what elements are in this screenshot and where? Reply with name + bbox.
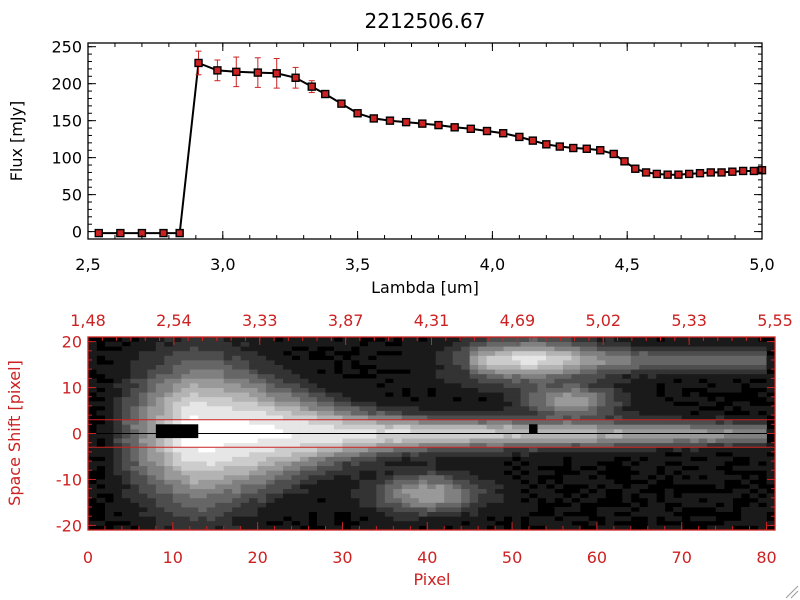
data-point bbox=[159, 228, 168, 238]
data-point bbox=[542, 140, 551, 149]
data-point bbox=[555, 142, 564, 151]
x-tick-label: 60 bbox=[587, 548, 607, 567]
x-tick-label: 4,5 bbox=[614, 255, 639, 274]
x-tick-label: 3,0 bbox=[210, 255, 235, 274]
top-axis-label: 3,87 bbox=[328, 311, 364, 330]
data-point bbox=[631, 164, 640, 173]
data-point bbox=[674, 170, 683, 179]
x-tick-label: 20 bbox=[247, 548, 267, 567]
data-point bbox=[641, 168, 651, 177]
data-point bbox=[596, 146, 605, 155]
y-axis-label: Space Shift [pixel] bbox=[5, 360, 24, 506]
data-point bbox=[685, 169, 694, 179]
y-tick-label: 20 bbox=[62, 333, 82, 352]
resize-grip-icon[interactable] bbox=[785, 585, 799, 599]
x-tick-label: 30 bbox=[332, 548, 352, 567]
data-point bbox=[337, 99, 346, 108]
data-point bbox=[569, 143, 578, 153]
y-tick-label: 0 bbox=[72, 425, 82, 444]
data-point bbox=[498, 129, 508, 138]
y-tick-label: 150 bbox=[51, 112, 82, 131]
top-axis-label: 1,48 bbox=[70, 311, 106, 330]
data-point bbox=[272, 69, 281, 78]
x-tick-label: 50 bbox=[502, 548, 522, 567]
data-point bbox=[253, 68, 263, 77]
x-tick-label: 10 bbox=[163, 548, 183, 567]
x-tick-label: 80 bbox=[756, 548, 776, 567]
data-point bbox=[353, 109, 362, 118]
y-tick-label: 200 bbox=[51, 75, 82, 94]
data-point bbox=[482, 126, 492, 136]
data-point bbox=[369, 114, 378, 123]
x-tick-label: 2,5 bbox=[75, 255, 100, 274]
data-point bbox=[434, 120, 443, 130]
data-point bbox=[652, 169, 662, 179]
chart-title: 2212506.67 bbox=[365, 9, 486, 33]
top-axis-label: 2,54 bbox=[156, 311, 192, 330]
data-point bbox=[194, 58, 203, 68]
y-tick-label: 50 bbox=[62, 186, 82, 205]
y-tick-label: 100 bbox=[51, 149, 82, 168]
top-axis-label: 5,33 bbox=[671, 311, 707, 330]
data-point bbox=[94, 228, 103, 238]
data-point bbox=[291, 73, 300, 82]
data-point bbox=[738, 166, 748, 176]
spectrum-plot-area bbox=[94, 50, 767, 238]
data-point bbox=[232, 67, 241, 77]
data-point bbox=[116, 228, 125, 238]
spatial-ticks: 0 10 20 30 40 50 60 70 80 1,48 2,54 3,33 3,87 4,31 4,6… bbox=[56, 311, 793, 567]
data-point bbox=[695, 168, 705, 178]
masked-pixel bbox=[155, 424, 199, 439]
spectrum-ticks: 2,5 3,0 3,5 4,0 4,5 5,0 0 50 100 150 200 250 bbox=[51, 38, 774, 274]
data-point bbox=[401, 117, 411, 127]
data-point bbox=[728, 167, 737, 176]
aperture-overlay bbox=[88, 419, 775, 448]
x-tick-label: 5,0 bbox=[749, 255, 774, 274]
y-axis-label: Flux [mJy] bbox=[7, 101, 26, 182]
x-tick-label: 0 bbox=[83, 548, 93, 567]
top-axis-label: 5,02 bbox=[585, 311, 621, 330]
data-point bbox=[321, 89, 330, 99]
data-point bbox=[749, 166, 759, 176]
top-axis-label: 5,55 bbox=[757, 311, 793, 330]
data-point bbox=[663, 170, 672, 179]
masked-pixel bbox=[529, 424, 538, 434]
data-point bbox=[515, 132, 524, 142]
x-tick-label: 4,0 bbox=[480, 255, 505, 274]
spectrum-plot-frame bbox=[87, 42, 763, 240]
data-point bbox=[717, 168, 726, 177]
data-point bbox=[307, 82, 316, 91]
x-tick-label: 40 bbox=[417, 548, 437, 567]
spectrum-panel: 2212506.67 2,5 3,0 3,5 4,0 4,5 5,0 0 50 100 150 20… bbox=[7, 9, 775, 297]
y-tick-label: -10 bbox=[56, 470, 82, 489]
x-axis-label: Lambda [um] bbox=[371, 278, 479, 297]
x-tick-label: 70 bbox=[672, 548, 692, 567]
data-point bbox=[466, 124, 476, 133]
top-axis-label: 4,31 bbox=[414, 311, 450, 330]
y-tick-label: 250 bbox=[51, 38, 82, 57]
data-point bbox=[418, 119, 427, 128]
data-point bbox=[620, 157, 629, 166]
data-point bbox=[175, 228, 184, 238]
data-point bbox=[528, 136, 538, 145]
top-axis-label: 3,33 bbox=[242, 311, 278, 330]
x-axis-label: Pixel bbox=[413, 570, 450, 589]
y-tick-label: 0 bbox=[72, 223, 82, 242]
x-tick-label: 3,5 bbox=[345, 255, 370, 274]
spectrum-line bbox=[98, 61, 763, 235]
data-point bbox=[609, 149, 618, 159]
spatial-image-panel: 0 10 20 30 40 50 60 70 80 1,48 2,54 3,33 3,87 4,31 4,6… bbox=[5, 311, 793, 589]
data-point bbox=[385, 116, 395, 125]
y-tick-label: 10 bbox=[62, 379, 82, 398]
data-point bbox=[450, 123, 459, 132]
data-point bbox=[582, 144, 591, 153]
top-axis-label: 4,69 bbox=[500, 311, 536, 330]
y-tick-label: -20 bbox=[56, 516, 82, 535]
data-point bbox=[706, 168, 715, 177]
data-point bbox=[213, 66, 222, 75]
